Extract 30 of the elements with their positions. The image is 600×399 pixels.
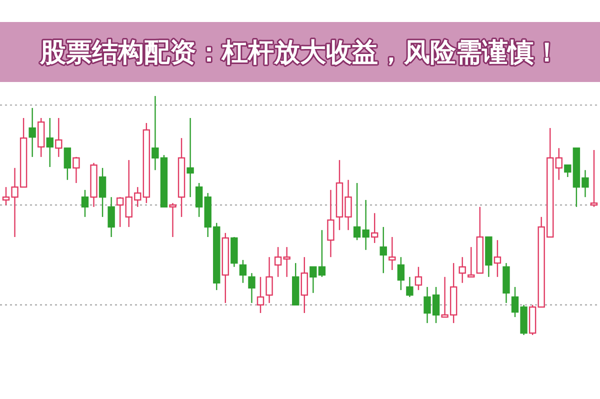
candlestick xyxy=(28,107,36,158)
candlestick xyxy=(169,202,176,238)
candlestick xyxy=(397,256,405,291)
candlestick xyxy=(388,236,396,271)
candlestick xyxy=(266,256,273,304)
candlestick xyxy=(327,189,334,258)
candlestick xyxy=(406,276,414,298)
candlestick xyxy=(72,156,80,184)
candlestick xyxy=(590,149,598,208)
candlestick xyxy=(248,272,256,304)
candlestick xyxy=(186,117,194,198)
candlestick xyxy=(116,196,124,228)
candlestick xyxy=(468,246,475,278)
chart-title: 股票结构配资：杠杆放大收益，风险需谨慎！ xyxy=(39,38,560,68)
candlestick xyxy=(98,167,106,218)
candlestick xyxy=(195,182,203,218)
candlestick xyxy=(300,256,308,314)
candlestick xyxy=(46,117,54,168)
candlestick xyxy=(55,117,62,158)
candlestick xyxy=(256,276,264,314)
candlestick xyxy=(458,256,466,284)
candlestick xyxy=(64,148,72,180)
candlestick xyxy=(555,148,562,180)
candlestick xyxy=(239,259,247,284)
candlestick xyxy=(414,266,422,291)
candlestick xyxy=(81,189,89,218)
candlestick xyxy=(380,226,387,274)
candlestick xyxy=(370,212,378,244)
candlestick xyxy=(494,240,502,278)
candlestick xyxy=(108,196,115,238)
